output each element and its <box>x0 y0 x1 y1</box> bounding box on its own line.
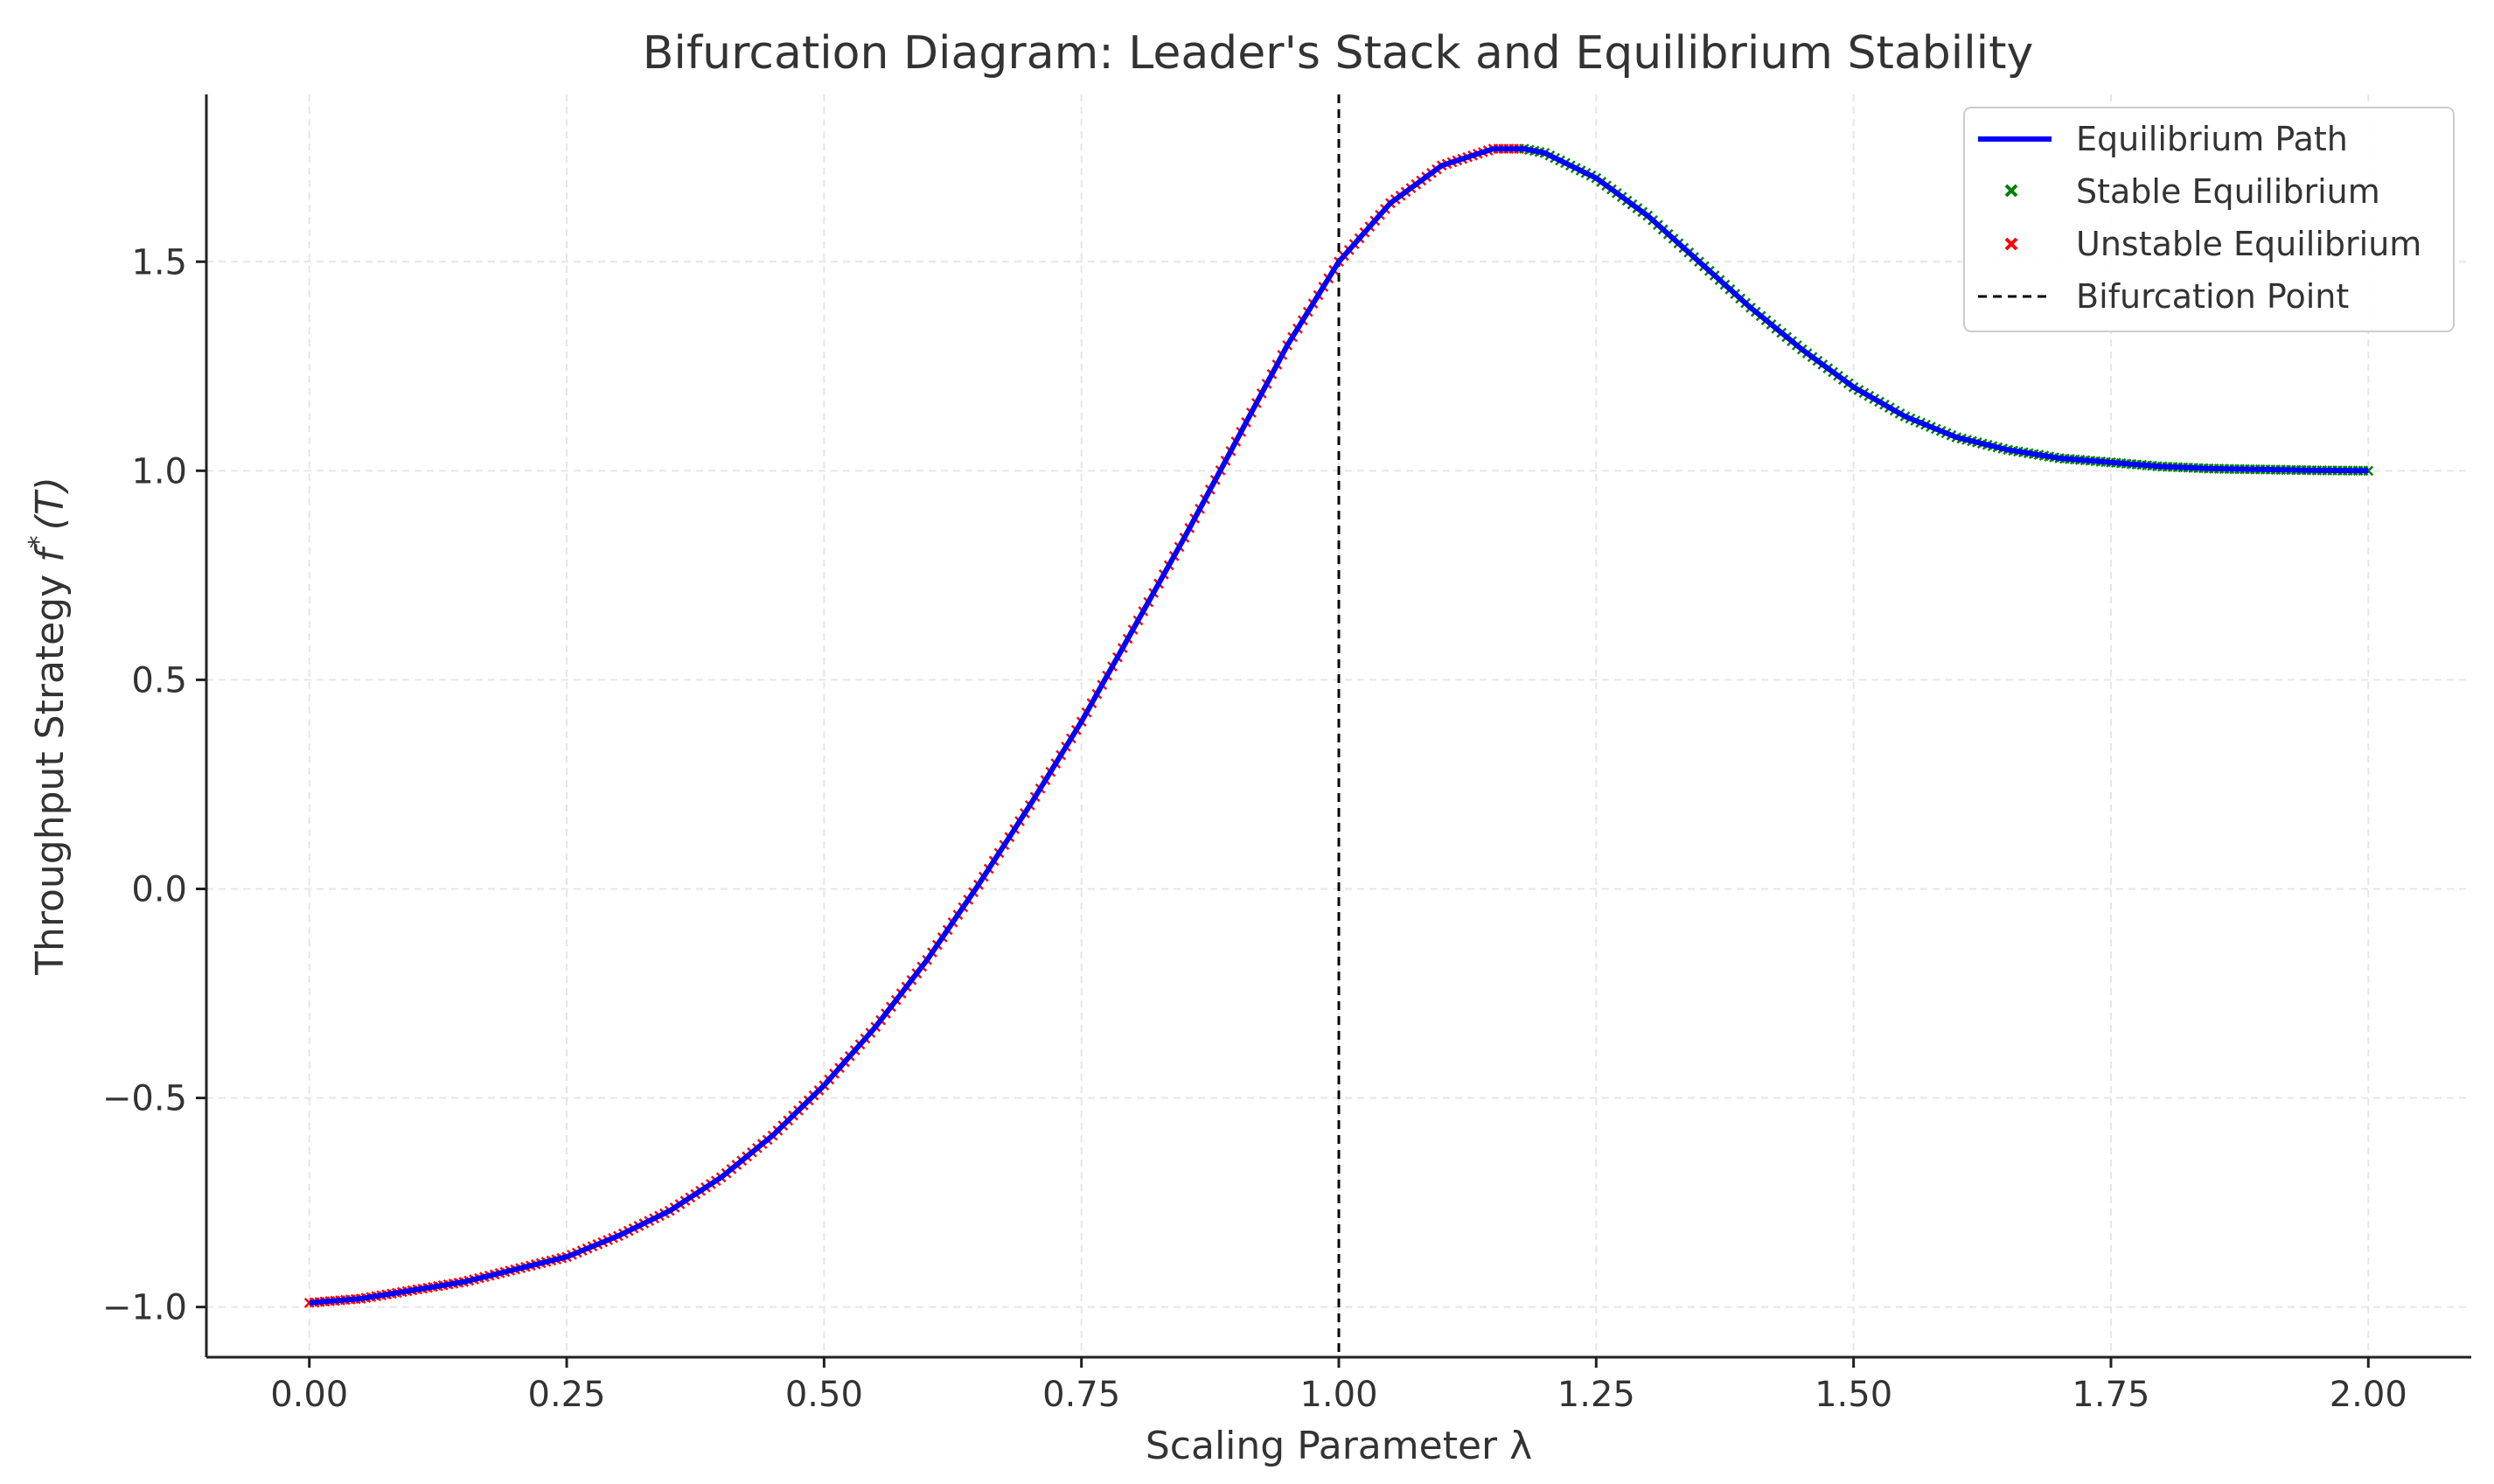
y-axis-label-main: Throughput Strategy <box>28 562 73 976</box>
x-tick-label: 1.25 <box>1557 1375 1635 1415</box>
series-layer <box>303 143 2374 1308</box>
y-axis-label-sup: * <box>24 535 54 548</box>
equilibrium-path-line <box>309 146 2369 1306</box>
x-tick-label: 0.75 <box>1042 1375 1120 1415</box>
legend-swatch-stable-equilibrium <box>2004 184 2018 198</box>
x-tick-label: 1.50 <box>1815 1375 1892 1415</box>
y-tick-label: −1.0 <box>102 1288 187 1328</box>
y-axis-label: Throughput Strategy f*(T) <box>24 477 73 976</box>
x-tick-label: 0.25 <box>528 1375 606 1415</box>
legend-label-stable-equilibrium: Stable Equilibrium <box>2076 172 2380 211</box>
x-tick-label: 1.75 <box>2072 1375 2149 1415</box>
legend-label-unstable-equilibrium: Unstable Equilibrium <box>2076 225 2421 263</box>
legend-swatch-unstable-equilibrium <box>2004 237 2018 251</box>
x-tick-label: 0.50 <box>785 1375 863 1415</box>
legend: Equilibrium Path Stable Equilibrium Unst… <box>1963 107 2455 332</box>
y-axis-ticks: −1.0 −0.5 0.0 0.5 1.0 1.5 <box>102 242 206 1328</box>
y-axis-label-arg: (T) <box>28 477 73 530</box>
x-tick-label: 2.00 <box>2330 1375 2407 1415</box>
legend-label-equilibrium-path: Equilibrium Path <box>2076 120 2348 158</box>
x-axis-ticks: 0.00 0.25 0.50 0.75 1.00 1.25 1.50 1.75 2.00 <box>270 1357 2407 1415</box>
y-tick-label: 1.0 <box>131 451 187 491</box>
legend-label-bifurcation-point: Bifurcation Point <box>2076 277 2349 316</box>
axes-spines <box>205 94 2471 1359</box>
y-tick-label: 0.0 <box>131 869 187 909</box>
y-tick-label: −0.5 <box>102 1079 187 1119</box>
legend-box <box>1963 107 2455 332</box>
x-tick-label: 1.00 <box>1299 1375 1377 1415</box>
chart-title: Bifurcation Diagram: Leader's Stack and … <box>643 27 2034 80</box>
y-tick-label: 0.5 <box>131 660 187 700</box>
y-tick-label: 1.5 <box>131 242 187 282</box>
x-tick-label: 0.00 <box>270 1375 348 1415</box>
x-axis-label: Scaling Parameter λ <box>1146 1424 1532 1468</box>
